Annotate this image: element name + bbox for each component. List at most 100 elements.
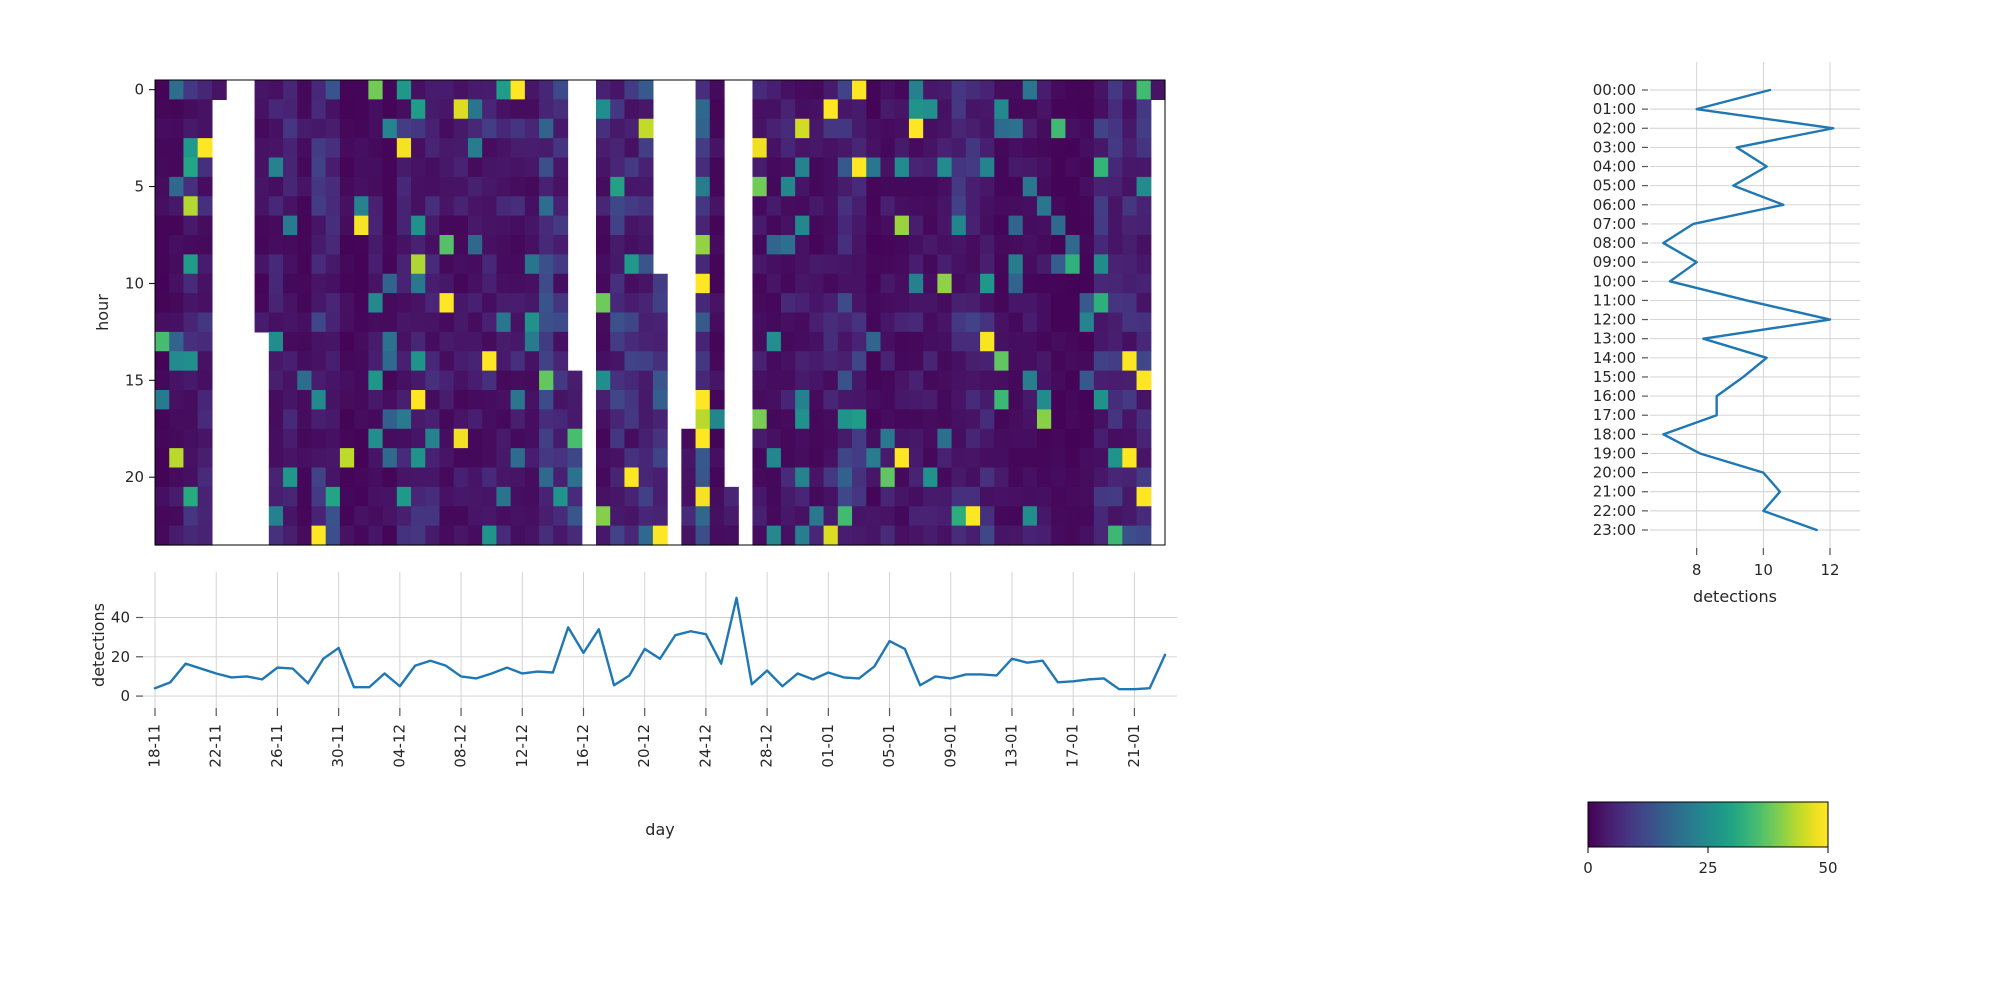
heatmap-cell: [937, 138, 953, 159]
heatmap-cell: [439, 448, 455, 469]
heatmap-cell: [923, 273, 938, 294]
heatmap-cell: [709, 486, 725, 507]
heatmap-cell: [467, 215, 483, 236]
heatmap-cell: [894, 235, 910, 255]
heatmap-cell: [1122, 390, 1138, 410]
heatmap-cell: [766, 157, 782, 178]
heatmap-cell: [183, 409, 199, 430]
heatmap-cell: [382, 506, 398, 527]
heatmap-cell: [325, 254, 341, 275]
heatmap-cell: [1036, 176, 1052, 197]
heatmap-cell: [197, 118, 213, 139]
heatmap-cell: [980, 157, 995, 178]
heatmap-cell: [354, 467, 369, 488]
heatmap-cell: [1108, 390, 1123, 410]
heatmap-cell: [837, 99, 853, 120]
heatmap-cell: [752, 138, 768, 159]
heatmap-cell: [1136, 409, 1152, 430]
heatmap-cell: [638, 409, 654, 430]
heatmap-cell: [624, 525, 640, 546]
heatmap-cell: [524, 273, 540, 294]
heatmap-cell: [539, 254, 554, 275]
heatmap-cell: [467, 176, 483, 197]
heatmap-cell: [354, 273, 369, 294]
heatmap-cell: [951, 235, 967, 255]
heatmap-cell: [425, 138, 441, 159]
heatmap-cell: [539, 118, 554, 139]
heatmap-cell: [482, 215, 498, 236]
heatmap-cell: [866, 138, 882, 159]
heatmap-cell: [524, 99, 540, 120]
heatmap-cell: [965, 138, 981, 159]
heatmap-cell: [880, 80, 896, 100]
colorbar-gradient[interactable]: [1587, 801, 1829, 848]
heatmap-cell: [1022, 157, 1038, 178]
heatmap-cell: [1036, 428, 1052, 449]
heatmap-cell: [496, 99, 512, 120]
heatmap-cell: [311, 486, 327, 507]
heatmap-cell: [396, 390, 412, 410]
heatmap-cell: [695, 331, 711, 352]
heatmap-cell: [453, 254, 469, 275]
heatmap-cell: [439, 215, 455, 236]
heatmap-cell: [1036, 331, 1052, 352]
heatmap-cell: [1022, 215, 1038, 236]
heatmap-cell: [411, 525, 426, 546]
heatmap-cell: [766, 293, 782, 314]
heatmap-cell: [709, 254, 725, 275]
heatmap-cell: [837, 331, 853, 352]
heatmap-cell: [396, 448, 412, 469]
heatmap-cell: [610, 293, 626, 314]
heatmap-cell: [1036, 273, 1052, 294]
heatmap-cell: [1065, 331, 1081, 352]
heatmap-cell: [624, 254, 640, 275]
heatmap-cell: [396, 506, 412, 527]
heatmap-cell: [524, 215, 540, 236]
heatmap-cell: [980, 409, 995, 430]
heatmap-cell: [183, 390, 199, 410]
heatmap-cell: [980, 448, 995, 469]
heatmap-cell: [510, 312, 526, 333]
heatmap-cell: [467, 196, 483, 217]
heatmap-cell: [894, 370, 910, 391]
heatmap-cell: [908, 215, 924, 236]
heatmap-cell: [823, 235, 839, 255]
heatmap-cell: [1122, 467, 1138, 488]
heatmap-cell: [937, 196, 953, 217]
heatmap-cell: [339, 370, 355, 391]
heatmap-cell: [553, 331, 569, 352]
heatmap-cell: [951, 467, 967, 488]
heatmap-cell: [795, 254, 810, 275]
heatmap-cell: [624, 80, 640, 100]
hourly-grid: [1650, 62, 1860, 548]
heatmap-cell: [354, 80, 369, 100]
hourly-profile-line: [1662, 88, 1835, 532]
heatmap-cell: [937, 80, 953, 100]
heatmap-cell: [311, 157, 327, 178]
heatmap-cell: [638, 273, 654, 294]
heatmap-cell: [894, 390, 910, 410]
heatmap-cell: [795, 448, 810, 469]
heatmap-cell: [382, 467, 398, 488]
hourly-profile-plot[interactable]: 00:0001:0002:0003:0004:0005:0006:0007:00…: [1440, 0, 2000, 620]
heatmap-cell: [1008, 99, 1024, 120]
heatmap-cell: [553, 312, 569, 333]
colorbar[interactable]: 0 25 50: [1540, 780, 1940, 920]
heatmap-cell: [567, 409, 583, 430]
heatmap-cell: [809, 506, 825, 527]
heatmap-cell: [297, 506, 313, 527]
heatmap-cell: [1136, 486, 1152, 507]
heatmap-cell: [539, 448, 554, 469]
heatmap-cell: [709, 506, 725, 527]
heatmap-cell: [1093, 525, 1109, 546]
heatmap-cell: [695, 254, 711, 275]
heatmap-cell: [411, 293, 426, 314]
heatmap-cell: [994, 138, 1010, 159]
heatmap-cell: [752, 99, 768, 120]
heatmap-cell: [297, 235, 313, 255]
heatmap-cell: [1093, 235, 1109, 255]
heatmap-cell: [595, 196, 611, 217]
heatmap-cell: [354, 370, 369, 391]
